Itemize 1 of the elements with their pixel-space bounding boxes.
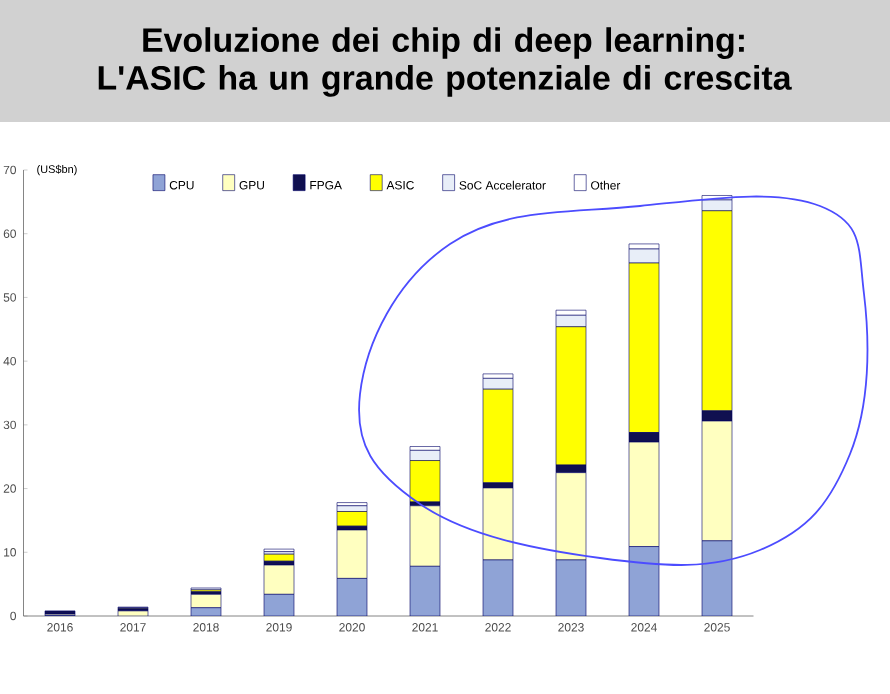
chart-title: Evoluzione dei chip di deep learning: L'ASIC ha un grande potenziale di crescita <box>98 27 792 97</box>
